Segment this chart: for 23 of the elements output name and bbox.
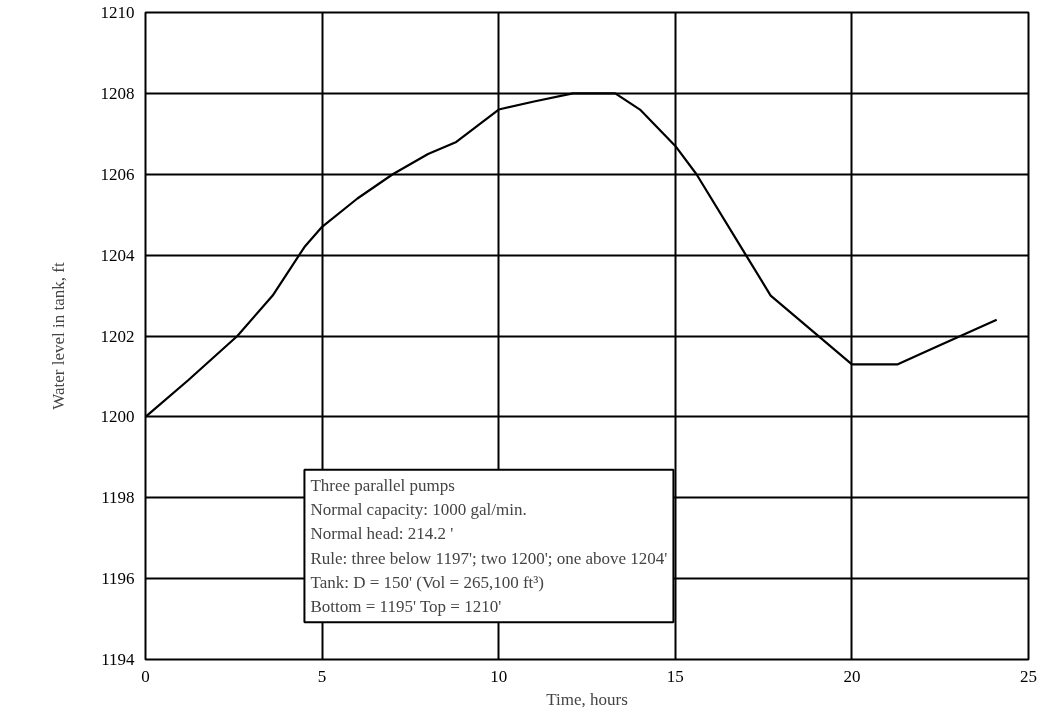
x-tick-label: 0 — [141, 666, 150, 686]
annotation: Normal head: 214.2 ' — [310, 524, 454, 544]
y-tick-label: 1204 — [100, 245, 135, 265]
x-tick-label: 25 — [1020, 666, 1037, 686]
annotation: Three parallel pumps — [310, 475, 455, 495]
x-axis-title: Time, hours — [546, 689, 628, 709]
y-tick-label: 1194 — [101, 650, 135, 669]
annotation: Bottom = 1195' Top = 1210' — [310, 597, 502, 617]
x-tick-label: 5 — [317, 666, 327, 686]
y-tick-label: 1210 — [100, 3, 135, 22]
annotation: Tank: D = 150' (Vol = 265,100 ft³) — [310, 572, 545, 592]
x-tick-label: 15 — [666, 666, 684, 686]
y-tick-label: 1198 — [101, 488, 135, 508]
y-tick-label: 1200 — [100, 407, 135, 427]
y-tick-label: 1206 — [100, 164, 135, 184]
annotation: Normal capacity: 1000 gal/min. — [310, 500, 527, 520]
x-tick-label: 20 — [843, 666, 861, 686]
y-tick-label: 1202 — [100, 326, 135, 346]
annotation: Rule: three below 1197'; two 1200'; one above 1204' — [310, 548, 668, 568]
y-tick-label: 1208 — [100, 83, 135, 103]
y-tick-label: 1196 — [101, 569, 135, 589]
y-axis-title: Water level in tank, ft — [48, 262, 68, 410]
x-tick-label: 10 — [490, 666, 508, 686]
